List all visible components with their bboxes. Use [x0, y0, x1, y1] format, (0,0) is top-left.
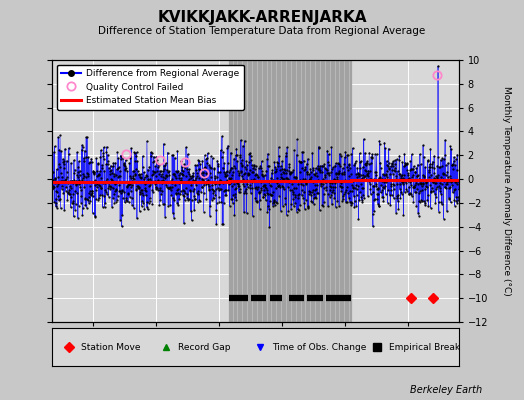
- Text: Time of Obs. Change: Time of Obs. Change: [272, 342, 366, 352]
- Legend: Difference from Regional Average, Quality Control Failed, Estimated Station Mean: Difference from Regional Average, Qualit…: [57, 64, 244, 110]
- Text: Empirical Break: Empirical Break: [389, 342, 461, 352]
- Text: Difference of Station Temperature Data from Regional Average: Difference of Station Temperature Data f…: [99, 26, 425, 36]
- Text: Station Move: Station Move: [81, 342, 140, 352]
- Text: KVIKKJAKK-ARRENJARKA: KVIKKJAKK-ARRENJARKA: [157, 10, 367, 25]
- Bar: [228, 60, 352, 322]
- Text: Berkeley Earth: Berkeley Earth: [410, 385, 482, 395]
- Y-axis label: Monthly Temperature Anomaly Difference (°C): Monthly Temperature Anomaly Difference (…: [502, 86, 511, 296]
- Text: Record Gap: Record Gap: [178, 342, 231, 352]
